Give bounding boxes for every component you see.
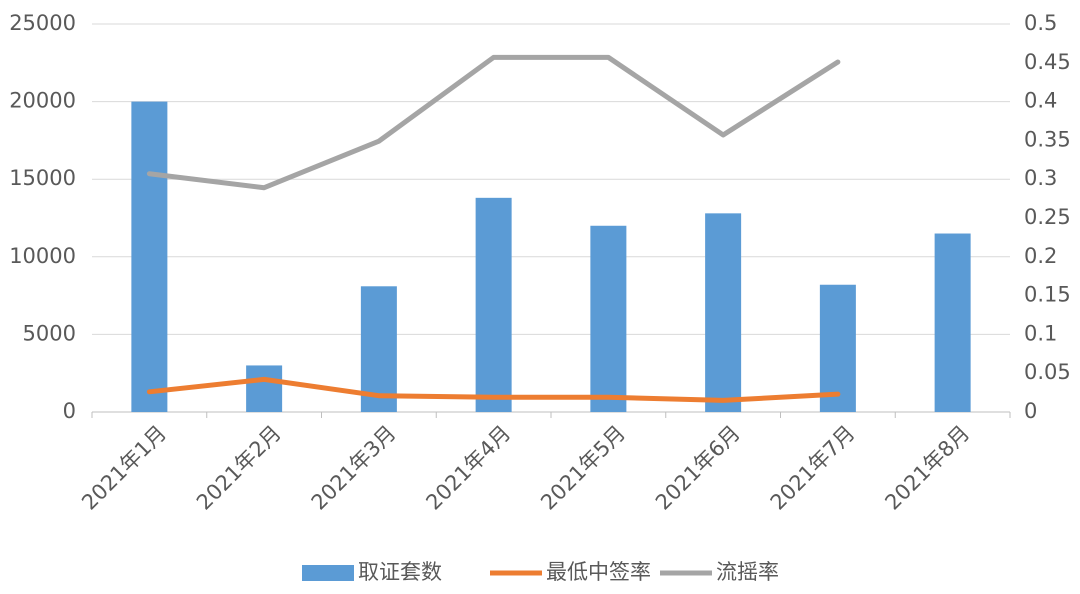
y2-tick-label: 0.35 [1024, 127, 1071, 151]
y2-tick-label: 0 [1024, 399, 1037, 423]
legend-label: 取证套数 [358, 560, 442, 584]
y2-tick-label: 0.4 [1024, 89, 1057, 113]
bar [131, 101, 168, 412]
y2-tick-label: 0.5 [1024, 11, 1057, 35]
x-tick-label: 2021年8月 [880, 421, 974, 515]
x-tick-label: 2021年6月 [651, 421, 745, 515]
y2-tick-label: 0.1 [1024, 321, 1057, 345]
legend-swatch [302, 565, 354, 581]
y-tick-label: 20000 [9, 89, 76, 113]
bar [705, 213, 742, 412]
x-tick-label: 2021年4月 [421, 421, 515, 515]
y2-tick-label: 0.15 [1024, 283, 1071, 307]
bar [590, 225, 627, 412]
legend-label: 最低中签率 [546, 560, 651, 584]
y2-tick-label: 0.45 [1024, 50, 1071, 74]
legend-label: 流摇率 [716, 560, 779, 584]
x-tick-label: 2021年1月 [77, 421, 171, 515]
y-tick-label: 25000 [9, 11, 76, 35]
line [146, 376, 841, 403]
bar [934, 233, 971, 412]
line [146, 54, 841, 191]
bar [246, 365, 283, 412]
y2-tick-label: 0.25 [1024, 205, 1071, 229]
y2-tick-label: 0.05 [1024, 360, 1071, 384]
y-tick-label: 10000 [9, 244, 76, 268]
y2-tick-label: 0.3 [1024, 166, 1057, 190]
y-tick-label: 15000 [9, 166, 76, 190]
bar [819, 284, 856, 412]
y2-tick-label: 0.2 [1024, 244, 1057, 268]
x-tick-label: 2021年7月 [766, 421, 860, 515]
x-tick-label: 2021年5月 [536, 421, 630, 515]
y-tick-label: 0 [63, 399, 76, 423]
bar [475, 197, 512, 412]
x-tick-label: 2021年3月 [307, 421, 401, 515]
x-tick-label: 2021年2月 [192, 421, 286, 515]
y-tick-label: 5000 [23, 321, 76, 345]
bar [360, 286, 397, 412]
